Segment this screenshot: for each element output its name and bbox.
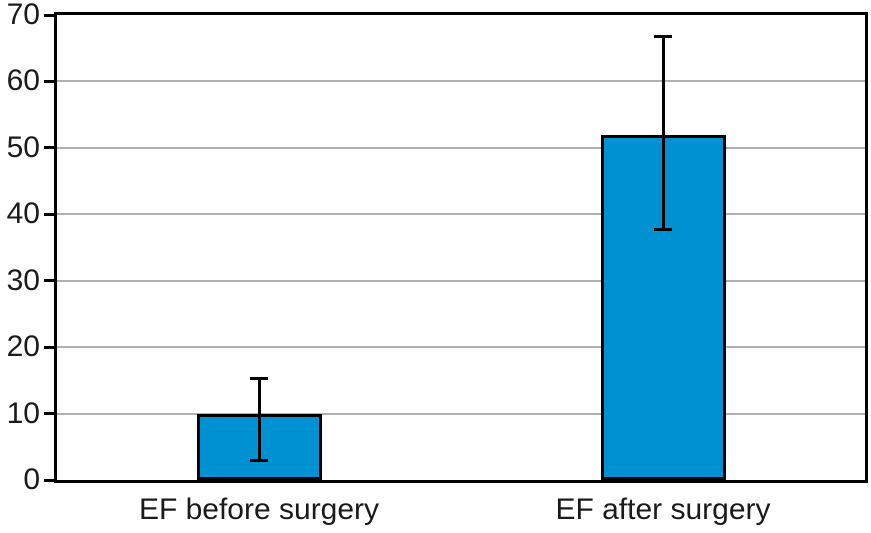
y-tick-label: 60	[6, 64, 40, 98]
error-bar-line	[661, 36, 665, 230]
error-bar-cap-top	[250, 376, 268, 380]
y-axis-tick	[44, 478, 54, 482]
y-tick-label: 30	[6, 263, 40, 297]
y-gridline	[57, 146, 865, 149]
y-axis-tick	[44, 279, 54, 283]
y-axis-tick	[44, 412, 54, 416]
y-axis-tick	[44, 13, 54, 17]
y-gridline	[57, 213, 865, 216]
y-gridline	[57, 346, 865, 349]
error-bar-cap-bottom	[654, 228, 672, 232]
y-axis-tick	[44, 212, 54, 216]
x-axis-label: EF after surgery	[555, 493, 771, 526]
y-tick-label: 20	[6, 330, 40, 364]
y-tick-label: 0	[23, 463, 40, 496]
y-tick-label: 40	[6, 197, 40, 231]
error-bar-cap-bottom	[250, 458, 268, 462]
plot-area	[54, 12, 868, 483]
x-axis-label: EF before surgery	[138, 493, 380, 526]
error-bar-line	[257, 378, 261, 461]
y-axis-tick	[44, 79, 54, 83]
y-axis-tick	[44, 345, 54, 349]
y-gridline	[57, 412, 865, 415]
y-gridline	[57, 80, 865, 83]
y-tick-label: 70	[6, 0, 40, 31]
error-bar-cap-top	[654, 34, 672, 38]
y-tick-label: 50	[6, 130, 40, 164]
y-axis-tick	[44, 146, 54, 150]
y-tick-label: 10	[6, 396, 40, 430]
y-gridline	[57, 279, 865, 282]
